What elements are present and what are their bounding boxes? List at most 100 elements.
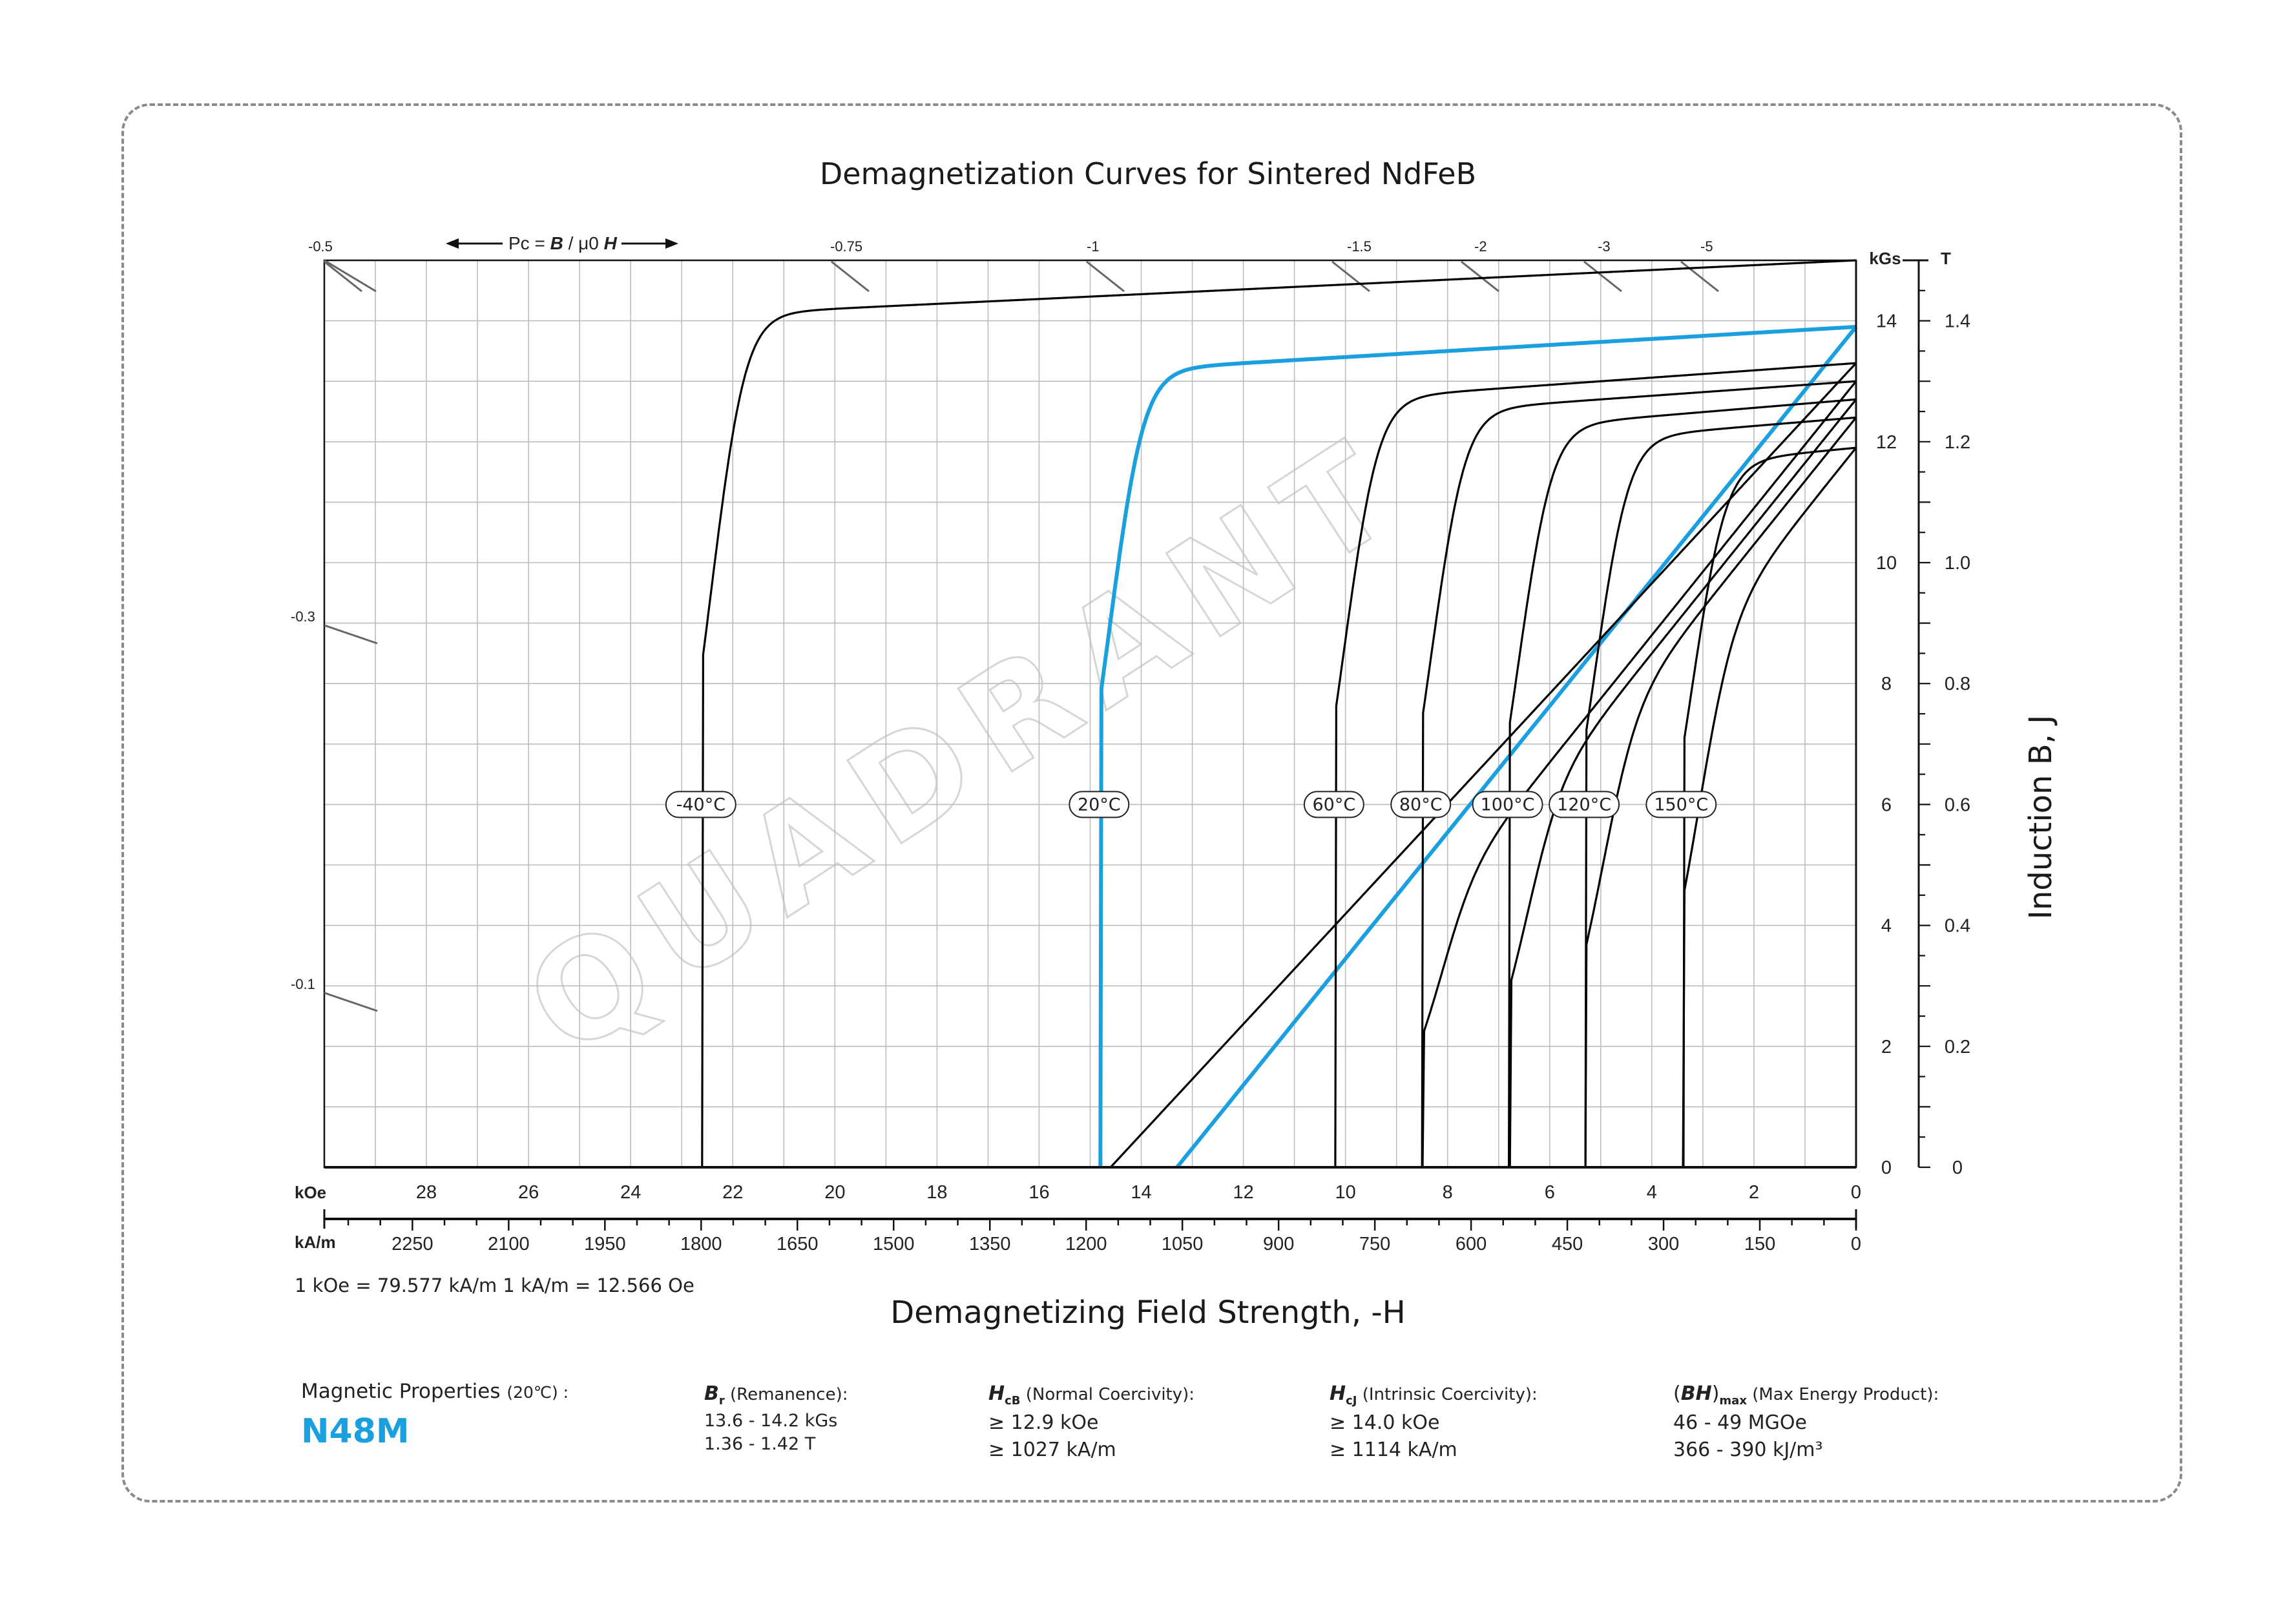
pc-label: -1.5 — [1347, 238, 1372, 255]
curve-b — [1682, 447, 1857, 1169]
y-tick-t: 1.0 — [1945, 553, 1970, 574]
x-tick-kam: 1500 — [873, 1234, 915, 1254]
x-tick-koe: 4 — [1647, 1182, 1657, 1203]
curve-label-text: 120°C — [1557, 795, 1611, 815]
pc-tick — [1086, 260, 1125, 293]
y-tick-kgs: 2 — [1881, 1037, 1892, 1057]
y-axis-title: Induction B, J — [2023, 715, 2059, 920]
curve-label-pill — [1645, 791, 1717, 818]
x-unit-kam: kA/m — [295, 1233, 336, 1252]
curve-b — [1584, 417, 1857, 1168]
curve-j — [1334, 362, 1857, 1168]
pc-arrowhead-left — [446, 238, 459, 249]
x-tick-koe: 2 — [1749, 1182, 1759, 1203]
curve-label-pill — [1472, 791, 1543, 818]
x-tick-kam: 1950 — [584, 1234, 626, 1254]
y-tick-t: 1.4 — [1945, 311, 1970, 332]
curve-label-text: 20°C — [1078, 795, 1121, 815]
x-tick-kam: 0 — [1851, 1234, 1861, 1254]
pc-label: -3 — [1598, 238, 1611, 255]
x-tick-koe: 22 — [722, 1182, 743, 1203]
pc-tick — [1331, 260, 1370, 293]
y-tick-kgs: 0 — [1881, 1158, 1892, 1178]
chart-title: Demagnetization Curves for Sintered NdFe… — [820, 156, 1476, 191]
curve-label-pill — [1069, 791, 1130, 818]
x-unit-koe: kOe — [295, 1183, 326, 1202]
x-tick-kam: 2100 — [488, 1234, 530, 1254]
curve-b — [1175, 326, 1858, 1169]
x-tick-kam: 1650 — [777, 1234, 819, 1254]
pc-tick — [1583, 260, 1622, 293]
x-tick-koe: 8 — [1443, 1182, 1453, 1203]
x-tick-kam: 1050 — [1162, 1234, 1204, 1254]
curve-j — [1421, 380, 1857, 1168]
curves — [701, 259, 1858, 1169]
x-tick-kam: 750 — [1359, 1234, 1390, 1254]
x-tick-koe: 18 — [926, 1182, 947, 1203]
curve-labels: -40°C 20°C 60°C 80°C 100°C 120°C 150°C — [665, 791, 1717, 818]
x-tick-kam: 150 — [1744, 1234, 1775, 1254]
y-unit-t: T — [1941, 249, 1951, 268]
curve-label-pill — [665, 791, 736, 818]
pc-label-text: Pc = B / μ0 H — [508, 233, 618, 253]
curve-label-pill — [1303, 791, 1364, 818]
curve-label-pill — [1390, 791, 1452, 818]
x-tick-koe: 0 — [1851, 1182, 1861, 1203]
curve-b — [1508, 399, 1857, 1169]
pc-tick — [1680, 260, 1719, 293]
x-tick-koe: 12 — [1233, 1182, 1253, 1203]
x-tick-kam: 1800 — [680, 1234, 722, 1254]
pc-tick — [324, 624, 378, 645]
y-tick-t: 0.4 — [1945, 916, 1970, 937]
x-axis-title: Demagnetizing Field Strength, -H — [890, 1295, 1406, 1331]
y-tick-t: 0.8 — [1945, 674, 1970, 694]
x-tick-kam: 1350 — [969, 1234, 1011, 1254]
y-tick-t: 0.2 — [1945, 1037, 1970, 1057]
pc-label: -1 — [1087, 238, 1100, 255]
pc-label: -2 — [1474, 238, 1487, 255]
curve-label-text: -40°C — [676, 795, 725, 815]
x-tick-kam: 600 — [1456, 1234, 1487, 1254]
curve-label-text: 80°C — [1399, 795, 1443, 815]
y-tick-t: 0 — [1952, 1158, 1963, 1178]
x-tick-koe: 16 — [1028, 1182, 1049, 1203]
y-tick-kgs: 8 — [1881, 674, 1892, 694]
pc-tick — [1461, 260, 1499, 293]
y-tick-kgs: 12 — [1876, 432, 1897, 453]
x-tick-kam: 1200 — [1065, 1234, 1107, 1254]
x-tick-kam: 900 — [1263, 1234, 1294, 1254]
curve-label-pill — [1549, 791, 1620, 818]
x-tick-koe: 20 — [824, 1182, 845, 1203]
curve-label-text: 150°C — [1654, 795, 1708, 815]
y-tick-t: 1.2 — [1945, 432, 1970, 453]
x-tick-koe: 26 — [518, 1182, 539, 1203]
pc-label: -0.3 — [291, 609, 315, 625]
pc-label: -0.5 — [308, 238, 333, 255]
y-tick-kgs: 6 — [1881, 795, 1892, 815]
pc-label: -0.75 — [830, 238, 862, 255]
y-tick-kgs: 4 — [1881, 916, 1892, 937]
pc-tick — [831, 260, 870, 293]
curve-b — [1421, 380, 1857, 1169]
x-tick-kam: 2250 — [391, 1234, 433, 1254]
pc-tick — [324, 260, 362, 293]
pc-tick — [324, 992, 378, 1012]
pc-lines: -0.5 -0.75 -1 -1.5 -2 -3 -5 -0.3 -0.1 — [291, 238, 1719, 1012]
conversion-note: 1 kOe = 79.577 kA/m 1 kA/m = 12.566 Oe — [295, 1274, 694, 1296]
curve-j — [701, 259, 1857, 1168]
x-tick-koe: 14 — [1131, 1182, 1151, 1203]
curve-j — [1508, 398, 1857, 1168]
watermark-text: QUADRANT — [500, 404, 1433, 1087]
y-tick-kgs: 14 — [1876, 311, 1897, 332]
pc-label: -0.1 — [291, 976, 315, 992]
y-unit-kgs: kGs — [1869, 249, 1901, 268]
x-tick-kam: 300 — [1648, 1234, 1679, 1254]
x-tick-koe: 28 — [416, 1182, 437, 1203]
x-tick-kam: 450 — [1552, 1234, 1583, 1254]
y-tick-t: 0.6 — [1945, 795, 1970, 815]
curve-j — [1098, 325, 1857, 1168]
x-tick-koe: 6 — [1545, 1182, 1555, 1203]
pc-label: -5 — [1700, 238, 1713, 255]
